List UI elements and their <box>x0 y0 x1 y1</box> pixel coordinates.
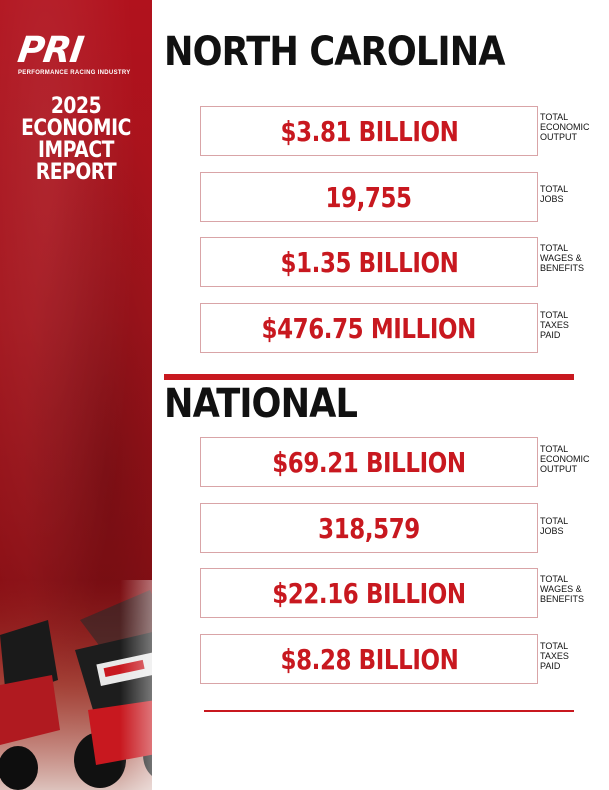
section-title-national: NATIONAL <box>164 381 358 427</box>
label-line: BENEFITS <box>540 263 585 273</box>
stat-box-nc-taxes-paid: $476.75 MILLION <box>200 303 538 353</box>
label-line: TOTAL <box>540 184 569 194</box>
stat-value: $22.16 BILLION <box>272 576 466 610</box>
label-line: TAXES <box>540 651 569 661</box>
report-line-impact: IMPACT <box>38 138 114 163</box>
stat-value: $8.28 BILLION <box>280 642 458 676</box>
label-line: PAID <box>540 330 561 340</box>
stat-box-national-taxes-paid: $8.28 BILLION <box>200 634 538 684</box>
label-line: PAID <box>540 661 561 671</box>
stat-box-national-jobs: 318,579 <box>200 503 538 553</box>
pri-logo: PRI PERFORMANCE RACING INDUSTRY <box>15 30 136 76</box>
sprint-car-photo <box>0 580 152 790</box>
report-line-report: REPORT <box>35 160 117 185</box>
stat-label-nc-wages-benefits: TOTAL WAGES & BENEFITS <box>540 243 606 273</box>
label-line: TOTAL <box>540 112 569 122</box>
stat-value: $69.21 BILLION <box>272 445 466 479</box>
label-line: OUTPUT <box>540 464 577 474</box>
report-year: 2025 <box>50 94 102 119</box>
logo-mark: PRI <box>15 30 86 71</box>
label-line: TOTAL <box>540 310 569 320</box>
section-title-north-carolina: NORTH CAROLINA <box>164 29 506 75</box>
label-line: WAGES & <box>540 584 582 594</box>
stat-value: $1.35 BILLION <box>280 245 458 279</box>
label-line: TOTAL <box>540 243 569 253</box>
footer-divider <box>204 710 574 712</box>
stat-value: $476.75 MILLION <box>261 311 477 345</box>
sidebar-panel: PRI PERFORMANCE RACING INDUSTRY 2025 ECO… <box>0 0 152 790</box>
stat-box-national-economic-output: $69.21 BILLION <box>200 437 538 487</box>
stat-label-national-taxes-paid: TOTAL TAXES PAID <box>540 641 606 671</box>
stat-value: 318,579 <box>318 511 420 545</box>
stat-box-nc-jobs: 19,755 <box>200 172 538 222</box>
stat-label-nc-economic-output: TOTAL ECONOMIC OUTPUT <box>540 112 606 142</box>
stat-value: $3.81 BILLION <box>280 114 458 148</box>
label-line: TOTAL <box>540 516 569 526</box>
stat-label-national-wages-benefits: TOTAL WAGES & BENEFITS <box>540 574 606 604</box>
label-line: TOTAL <box>540 444 569 454</box>
report-title: 2025 ECONOMIC IMPACT REPORT <box>11 96 140 184</box>
label-line: JOBS <box>540 526 564 536</box>
label-line: OUTPUT <box>540 132 577 142</box>
stat-value: 19,755 <box>325 180 413 214</box>
main-content: NORTH CAROLINA $3.81 BILLION TOTAL ECONO… <box>152 0 609 790</box>
label-line: TOTAL <box>540 641 569 651</box>
label-line: ECONOMIC <box>540 454 590 464</box>
stat-label-nc-jobs: TOTAL JOBS <box>540 184 606 204</box>
stat-box-nc-wages-benefits: $1.35 BILLION <box>200 237 538 287</box>
section-divider <box>164 374 574 380</box>
label-line: ECONOMIC <box>540 122 590 132</box>
stat-label-nc-taxes-paid: TOTAL TAXES PAID <box>540 310 606 340</box>
stat-box-national-wages-benefits: $22.16 BILLION <box>200 568 538 618</box>
stat-box-nc-economic-output: $3.81 BILLION <box>200 106 538 156</box>
logo-tagline: PERFORMANCE RACING INDUSTRY <box>18 70 131 76</box>
label-line: BENEFITS <box>540 594 585 604</box>
label-line: JOBS <box>540 194 564 204</box>
label-line: TOTAL <box>540 574 569 584</box>
report-line-economic: ECONOMIC <box>21 116 131 141</box>
label-line: WAGES & <box>540 253 582 263</box>
stat-label-national-jobs: TOTAL JOBS <box>540 516 606 536</box>
label-line: TAXES <box>540 320 569 330</box>
stat-label-national-economic-output: TOTAL ECONOMIC OUTPUT <box>540 444 606 474</box>
